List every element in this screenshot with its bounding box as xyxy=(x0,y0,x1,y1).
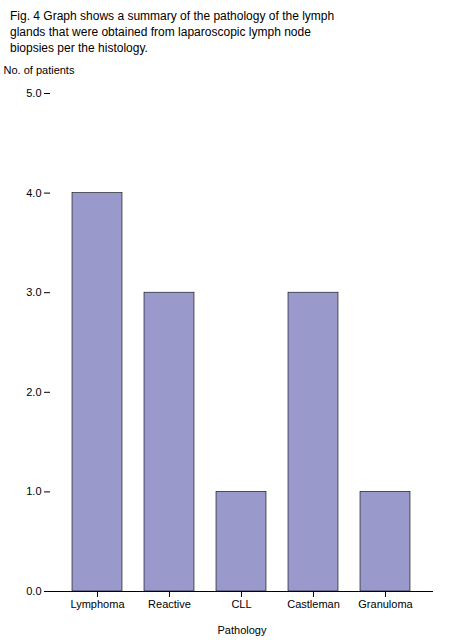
svg-text:No. of patients: No. of patients xyxy=(4,64,75,76)
svg-text:5.0: 5.0 xyxy=(26,87,41,99)
html-text:Fig. 4 Graph shows a summary o: Fig. 4 Graph shows a summary of the path… xyxy=(10,9,335,56)
svg-text:Pathology: Pathology xyxy=(218,623,267,635)
svg-text:3.0: 3.0 xyxy=(26,286,41,298)
svg-text:1.0: 1.0 xyxy=(26,485,41,497)
svg-text:CLL: CLL xyxy=(231,598,251,610)
svg-text:0.0: 0.0 xyxy=(26,585,41,597)
svg-text:2.0: 2.0 xyxy=(26,385,41,397)
svg-text:Reactive: Reactive xyxy=(148,598,191,610)
svg-text:4.0: 4.0 xyxy=(26,186,41,198)
svg-text:Castleman: Castleman xyxy=(287,598,340,610)
svg-text:Granuloma: Granuloma xyxy=(358,598,413,610)
svg-text:Lymphoma: Lymphoma xyxy=(70,598,125,610)
